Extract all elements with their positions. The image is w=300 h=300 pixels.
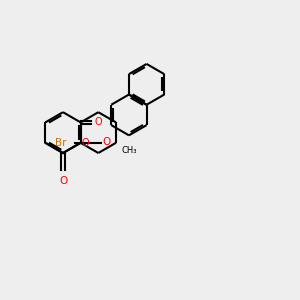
- Text: O: O: [94, 117, 102, 128]
- Text: O: O: [103, 137, 111, 147]
- Text: CH₃: CH₃: [121, 146, 137, 155]
- Text: Br: Br: [55, 138, 67, 148]
- Text: O: O: [59, 176, 67, 186]
- Text: O: O: [82, 138, 89, 148]
